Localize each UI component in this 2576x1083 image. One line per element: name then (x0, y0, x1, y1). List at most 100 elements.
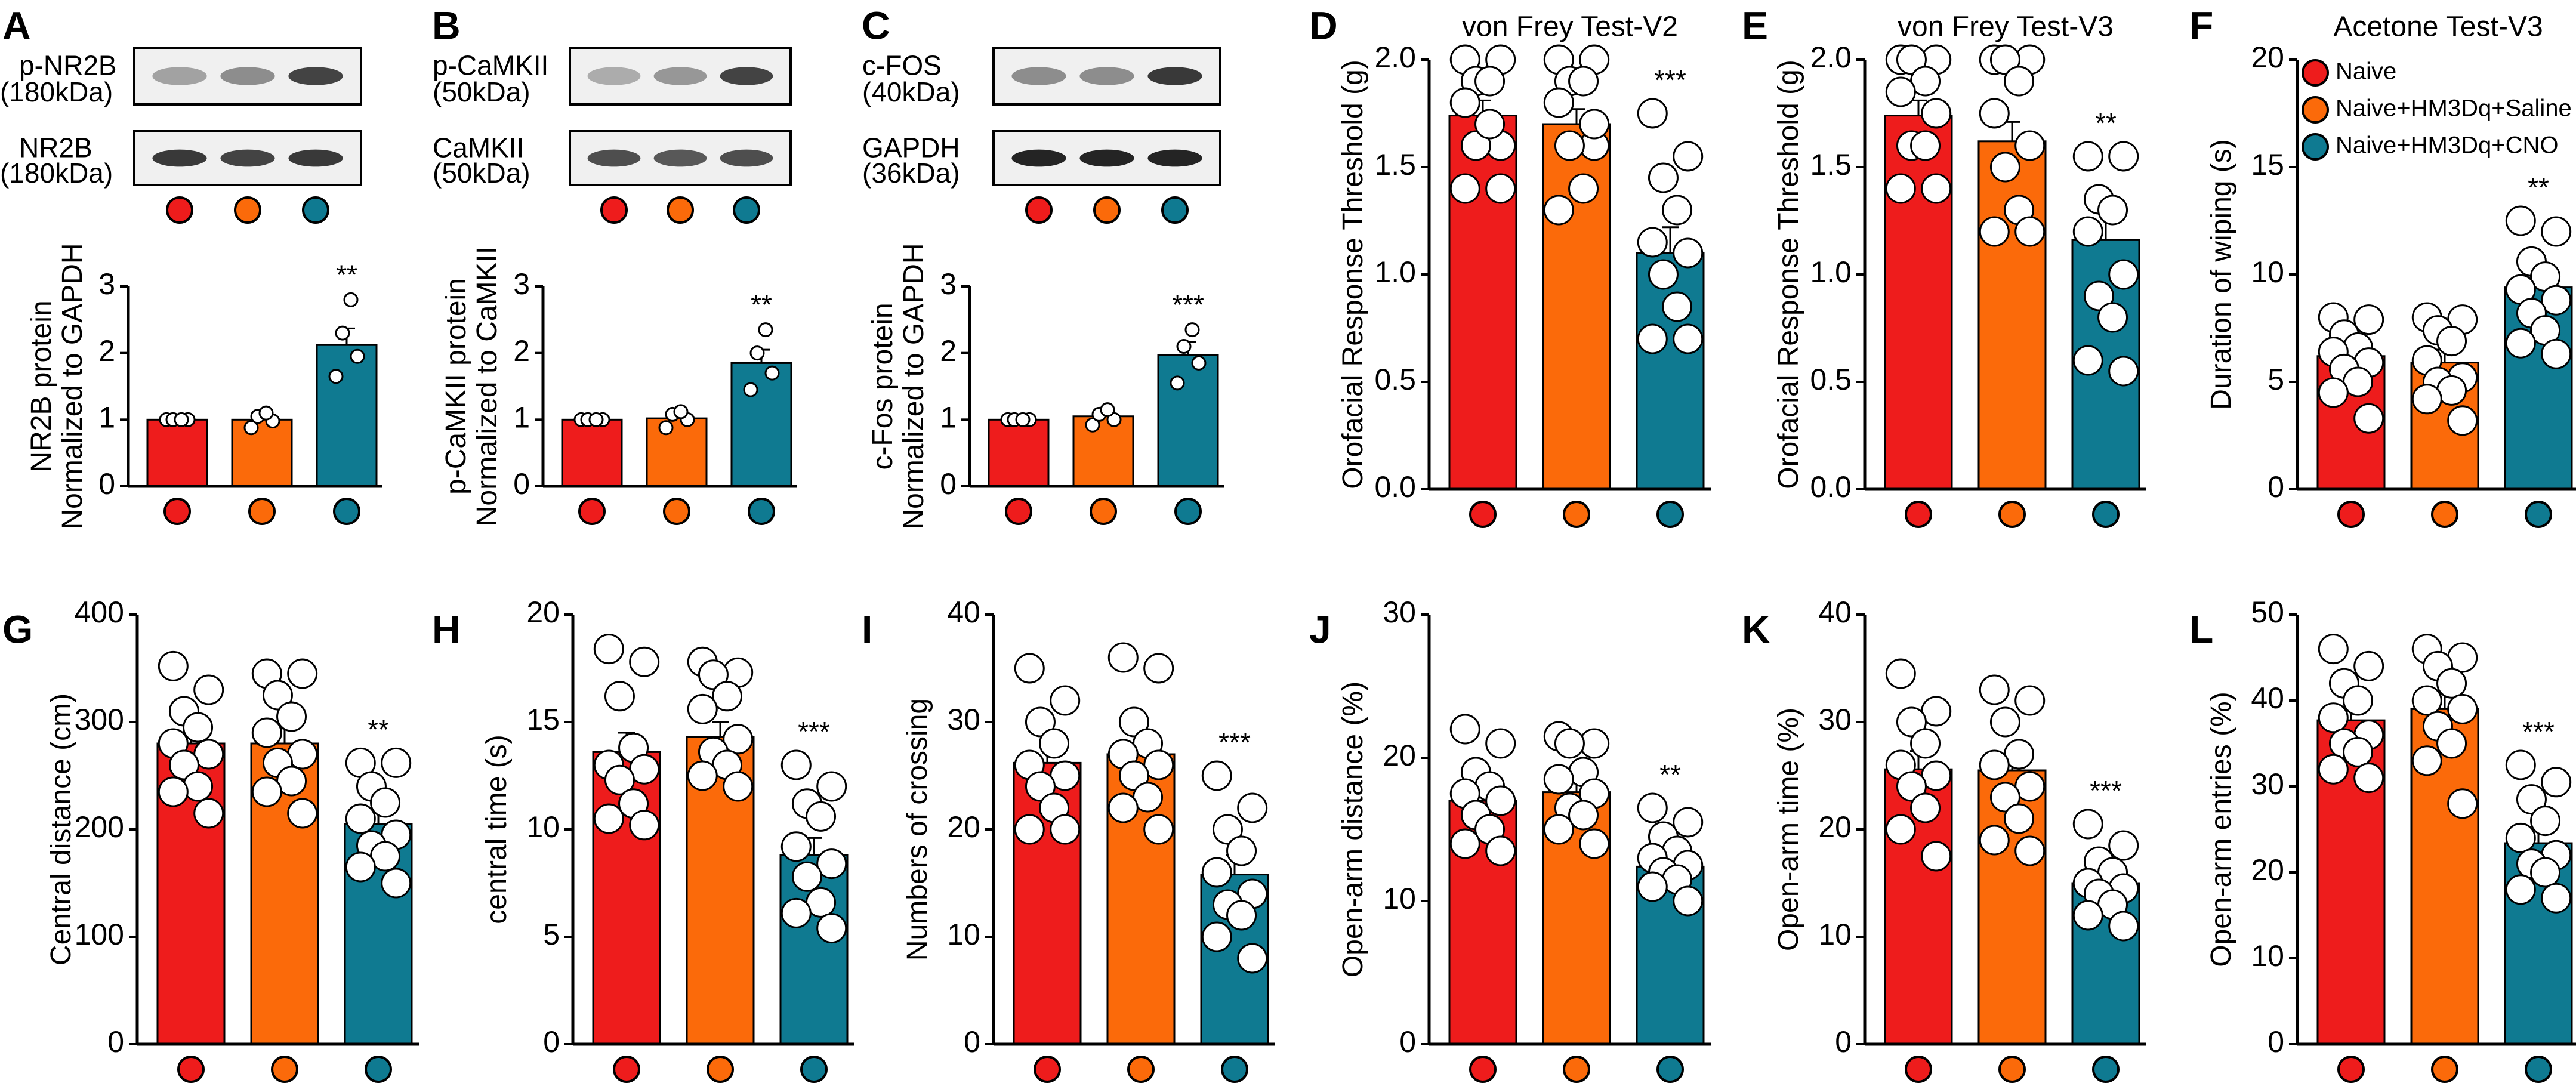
y-tick-label: 5 (2268, 363, 2284, 396)
y-tick-label: 3 (940, 267, 957, 301)
data-point (1910, 792, 1941, 823)
y-tick-label: 2.0 (1810, 41, 1852, 74)
group-marker-1 (707, 1056, 734, 1083)
bar-A-1 (231, 418, 293, 487)
group-marker-0 (163, 498, 191, 525)
blot-band (720, 67, 773, 85)
data-point (2353, 304, 2384, 335)
blot-group-marker-0 (166, 196, 193, 224)
panel-label-C: C (862, 3, 890, 47)
data-point (335, 325, 350, 341)
data-point (1107, 792, 1139, 823)
data-point (258, 405, 274, 421)
data-point (604, 681, 635, 712)
y-tick-label: 30 (1818, 703, 1852, 736)
data-point (1579, 828, 1610, 859)
data-point (1449, 173, 1480, 204)
y-tick-label: 5 (543, 918, 560, 951)
blot-protein-label: CaMKII (433, 132, 524, 163)
data-point (1474, 66, 1506, 97)
data-point (1979, 674, 2010, 705)
legend-label-0: Naive (2336, 58, 2396, 85)
panel-label-H: H (432, 607, 461, 651)
data-point (2072, 141, 2103, 172)
y-tick-label: 1.0 (1374, 255, 1416, 289)
legend: Naive Naive+HM3Dq+Saline Naive+HM3Dq+CNO (2302, 58, 2572, 161)
data-point (2411, 384, 2442, 415)
data-point (1025, 706, 1056, 738)
data-point (1543, 195, 1574, 226)
data-point (1648, 162, 1679, 193)
data-point (2505, 874, 2536, 905)
blot-size-label: (180kDa) (0, 76, 113, 107)
data-point (816, 848, 847, 880)
data-point (2108, 911, 2139, 942)
significance-label: *** (1654, 64, 1686, 95)
y-axis-label: Numbers of crossing (902, 698, 933, 961)
data-point (251, 717, 282, 748)
legend-marker-2 (2302, 133, 2329, 161)
data-point (629, 810, 660, 841)
data-point (2436, 668, 2467, 699)
chart-B: B ** 0 1 2 3 p-CaMKII protein Normalized to CaM… (432, 3, 797, 526)
y-tick-label: 0 (2268, 470, 2284, 504)
bar-E-0 (1884, 115, 1953, 490)
data-point (1568, 800, 1599, 831)
group-marker-2 (2092, 1056, 2120, 1083)
data-point (1568, 173, 1599, 204)
y-tick-label: 0.0 (1374, 470, 1416, 504)
blot-C: c-FOS(40kDa) GAPDH(36kDa) (862, 47, 1221, 224)
y-axis-label: Open-arm time (%) (1773, 708, 1804, 951)
blot-group-marker-0 (600, 196, 628, 224)
data-point (673, 404, 689, 419)
y-tick-label: 10 (1818, 918, 1852, 951)
data-point (712, 681, 743, 712)
group-marker-2 (800, 1056, 828, 1083)
data-point (1637, 98, 1668, 129)
significance-label: ** (751, 289, 772, 320)
y-axis-label: central time (s) (481, 735, 513, 924)
data-point (1637, 792, 1668, 823)
data-point (780, 897, 812, 928)
chart-K: K *** 0 10 20 30 40 Open-arm time (%) (1742, 596, 2146, 1083)
significance-label: ** (336, 259, 357, 290)
y-tick-label: 0.5 (1810, 363, 1852, 396)
data-point (1184, 322, 1200, 338)
data-point (2014, 835, 2046, 866)
data-point (2530, 857, 2561, 888)
data-point (1025, 771, 1056, 802)
data-point (687, 760, 718, 791)
legend-marker-1 (2302, 96, 2329, 124)
data-point (604, 764, 635, 795)
blot-band (587, 67, 641, 85)
data-point (2541, 285, 2572, 316)
bar-A-0 (146, 418, 208, 487)
group-marker-2 (2525, 1056, 2552, 1083)
data-point (2436, 728, 2467, 759)
data-point (1673, 323, 1704, 354)
y-tick-label: 10 (2251, 255, 2284, 289)
bar-D-2 (1636, 252, 1705, 490)
data-point (2411, 745, 2442, 776)
significance-label: *** (2090, 775, 2122, 806)
significance-label: ** (368, 714, 389, 745)
bar-C-2 (1157, 354, 1219, 487)
data-point (2436, 326, 2467, 357)
data-point (1579, 109, 1610, 140)
data-point (1989, 44, 2020, 75)
group-marker-1 (248, 498, 276, 525)
panel-label-I: I (862, 607, 872, 651)
data-point (262, 680, 293, 711)
blot-group-marker-1 (667, 196, 694, 224)
data-point (2072, 216, 2103, 247)
data-point (2447, 693, 2478, 724)
data-point (658, 420, 674, 436)
data-point (1015, 412, 1031, 427)
data-point (749, 345, 765, 361)
y-tick-label: 10 (526, 810, 560, 844)
data-point (1474, 109, 1506, 140)
data-point (287, 658, 318, 689)
data-point (1212, 814, 1243, 845)
group-marker-2 (2092, 501, 2120, 528)
data-point (345, 803, 376, 834)
